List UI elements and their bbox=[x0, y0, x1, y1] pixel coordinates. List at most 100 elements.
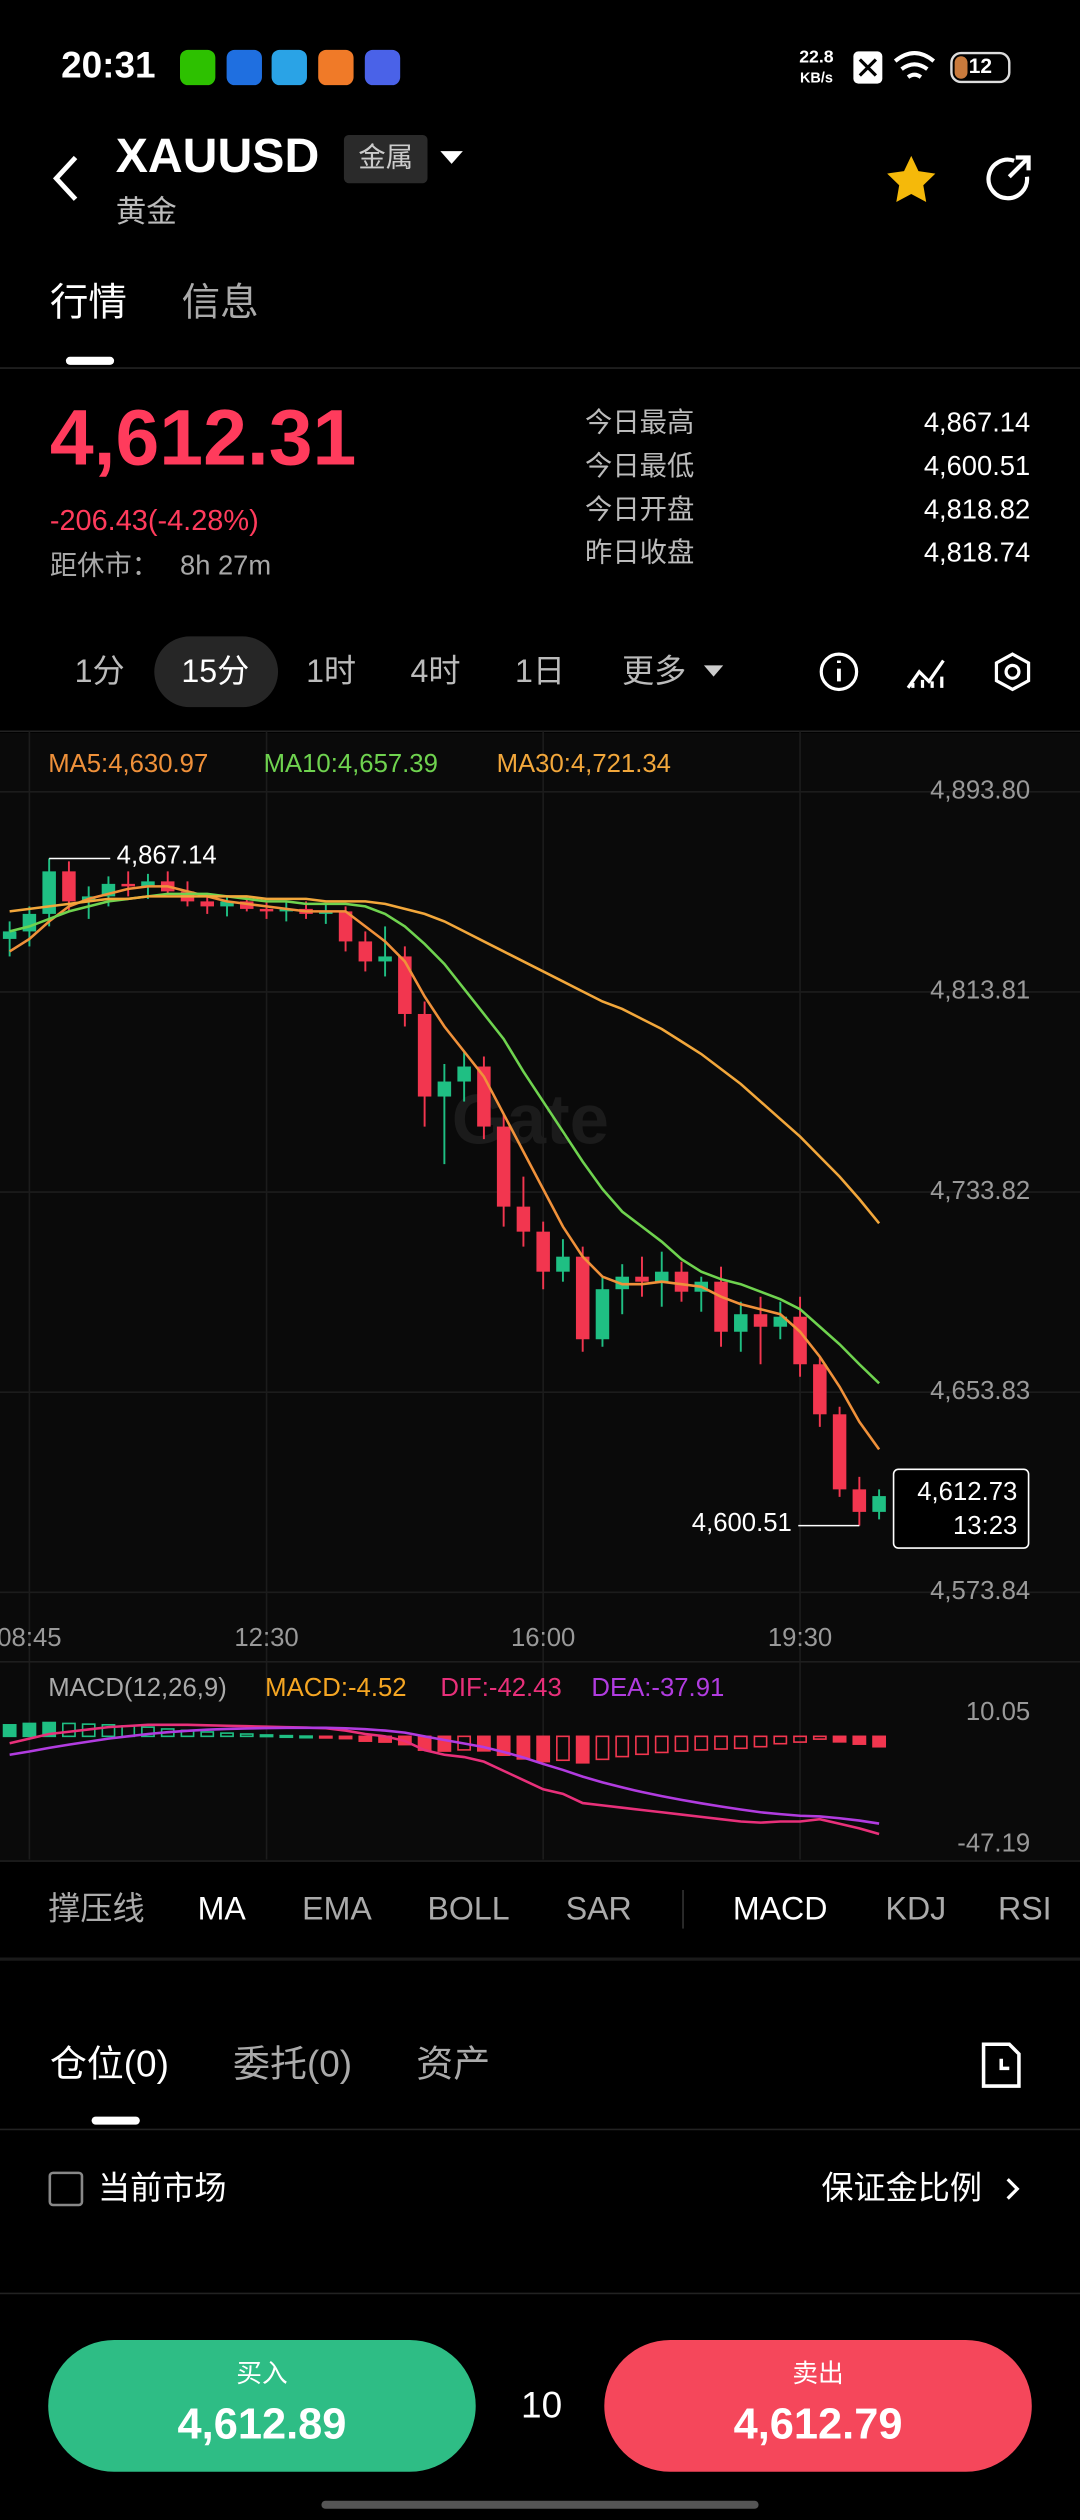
candle-body bbox=[457, 1066, 471, 1082]
watermark: Gate bbox=[452, 1080, 609, 1159]
indicator[interactable]: SAR bbox=[566, 1890, 632, 1926]
ma-line bbox=[9, 895, 881, 1225]
candle-body bbox=[398, 956, 412, 1014]
sell-button[interactable] bbox=[604, 2340, 1032, 2472]
status-icons bbox=[853, 51, 1011, 84]
candle-body bbox=[595, 1289, 610, 1340]
checkbox[interactable] bbox=[48, 2171, 84, 2207]
candle-body bbox=[259, 908, 274, 912]
candle-body bbox=[773, 1316, 788, 1327]
position-tab[interactable]: 委托(0) bbox=[233, 2044, 352, 2085]
macd-bar bbox=[852, 1735, 867, 1745]
macd-bar bbox=[615, 1735, 630, 1758]
macd-line bbox=[9, 1723, 880, 1836]
info-icon[interactable] bbox=[819, 652, 859, 692]
price-chart: Gate 4,573.84 4,653.83 4,733.82 4,813.81 4,89… bbox=[0, 731, 1080, 1860]
close-label: 距休市： bbox=[50, 550, 159, 581]
indicator-icon[interactable] bbox=[906, 659, 945, 689]
indicator[interactable]: 撑压线 bbox=[48, 1890, 144, 1926]
sell-label: 卖出 bbox=[792, 2359, 843, 2388]
home-indicator bbox=[321, 2500, 759, 2509]
indicator[interactable]: RSI bbox=[998, 1890, 1052, 1926]
tab-info[interactable]: 信息 bbox=[182, 282, 259, 325]
interval[interactable]: 1日 bbox=[515, 653, 565, 689]
candle-body bbox=[2, 931, 17, 939]
candle-body bbox=[358, 941, 373, 962]
y-tick-label: 4,653.83 bbox=[930, 1377, 1030, 1405]
macd-bar bbox=[318, 1735, 333, 1739]
favorite-star[interactable] bbox=[887, 155, 936, 203]
tab-indicator bbox=[91, 2116, 140, 2125]
interval[interactable]: 15分 bbox=[181, 653, 249, 689]
stat-value: 4,818.82 bbox=[924, 493, 1030, 524]
macd-bar bbox=[200, 1731, 215, 1738]
macd-bar bbox=[575, 1735, 590, 1764]
stat-label: 今日最低 bbox=[585, 450, 694, 481]
back-button[interactable] bbox=[52, 155, 78, 201]
macd-bar bbox=[141, 1726, 155, 1738]
symbol: XAUUSD bbox=[116, 129, 320, 183]
tab-market[interactable]: 行情 bbox=[50, 282, 127, 325]
candle-body bbox=[556, 1256, 570, 1272]
intervals: 1分 15分 1时 4时 1日 更多 bbox=[75, 653, 687, 689]
interval[interactable]: 1时 bbox=[306, 653, 356, 689]
buy-button[interactable] bbox=[48, 2340, 476, 2472]
price-change: -206.43(-4.28%) bbox=[50, 505, 259, 537]
y-tick-label: -47.19 bbox=[957, 1830, 1030, 1858]
candle-body bbox=[674, 1271, 689, 1292]
annotation-label: 4,867.14 bbox=[117, 842, 217, 870]
interval[interactable]: 更多 bbox=[622, 653, 686, 689]
macd-chart: MACD(12,26,9) -47.19 10.05 MACD:-4.52 DIF:-4… bbox=[2, 1674, 1030, 1858]
candle-body bbox=[753, 1314, 768, 1327]
last-price-label: 4,612.73 bbox=[917, 1478, 1017, 1506]
indicator[interactable]: BOLL bbox=[428, 1890, 510, 1926]
x-tick-label: 08:45 bbox=[0, 1624, 62, 1652]
macd-bar bbox=[516, 1735, 531, 1760]
status-time: 20:31 bbox=[61, 44, 156, 85]
candle-body bbox=[654, 1271, 669, 1282]
indicator[interactable]: KDJ bbox=[886, 1890, 947, 1926]
market-filter: 当前市场 bbox=[98, 2170, 227, 2206]
more-arrow[interactable] bbox=[703, 665, 724, 677]
macd-bar bbox=[793, 1735, 807, 1743]
candle-body bbox=[200, 901, 214, 907]
close-time: 8h 27m bbox=[180, 550, 271, 581]
macd-bar bbox=[635, 1735, 649, 1756]
indicator[interactable]: MACD bbox=[733, 1890, 828, 1926]
candle-body bbox=[141, 881, 155, 887]
y-tick-label: 4,573.84 bbox=[930, 1577, 1030, 1605]
macd-bar bbox=[536, 1735, 551, 1763]
macd-bar bbox=[674, 1735, 689, 1752]
settings-icon[interactable] bbox=[994, 652, 1031, 692]
macd-bar bbox=[338, 1735, 353, 1740]
legend-entry: MA30:4,721.34 bbox=[497, 750, 671, 778]
quantity[interactable]: 10 bbox=[521, 2384, 562, 2425]
macd-bar bbox=[279, 1734, 294, 1739]
history-icon[interactable] bbox=[981, 2042, 1021, 2088]
candle-body bbox=[832, 1414, 847, 1490]
dropdown-arrow[interactable] bbox=[440, 151, 463, 164]
indicator[interactable]: MA bbox=[198, 1890, 247, 1926]
position-tab[interactable]: 资产 bbox=[416, 2044, 490, 2085]
macd-bar bbox=[654, 1735, 669, 1754]
candle-body bbox=[62, 871, 76, 902]
macd-bar bbox=[299, 1735, 313, 1739]
candle-body bbox=[872, 1496, 886, 1512]
position-tab[interactable]: 仓位(0) bbox=[50, 2044, 169, 2085]
macd-bar bbox=[22, 1722, 37, 1738]
indicator[interactable]: EMA bbox=[302, 1890, 372, 1926]
margin-link[interactable]: 保证金比例 bbox=[821, 2170, 982, 2206]
net-speed: 22.8 bbox=[799, 47, 834, 67]
legend-entry: MA10:4,657.39 bbox=[264, 750, 438, 778]
sell-price: 4,612.79 bbox=[734, 2400, 903, 2448]
buy-price: 4,612.89 bbox=[178, 2400, 347, 2448]
candle-body bbox=[42, 871, 56, 914]
interval[interactable]: 1分 bbox=[75, 653, 125, 689]
macd-bar bbox=[812, 1735, 827, 1740]
share-button[interactable] bbox=[986, 155, 1031, 201]
stat-value: 4,818.74 bbox=[924, 537, 1030, 568]
interval[interactable]: 4时 bbox=[411, 653, 461, 689]
x-tick-label: 19:30 bbox=[768, 1624, 832, 1652]
tag-box bbox=[343, 135, 428, 184]
